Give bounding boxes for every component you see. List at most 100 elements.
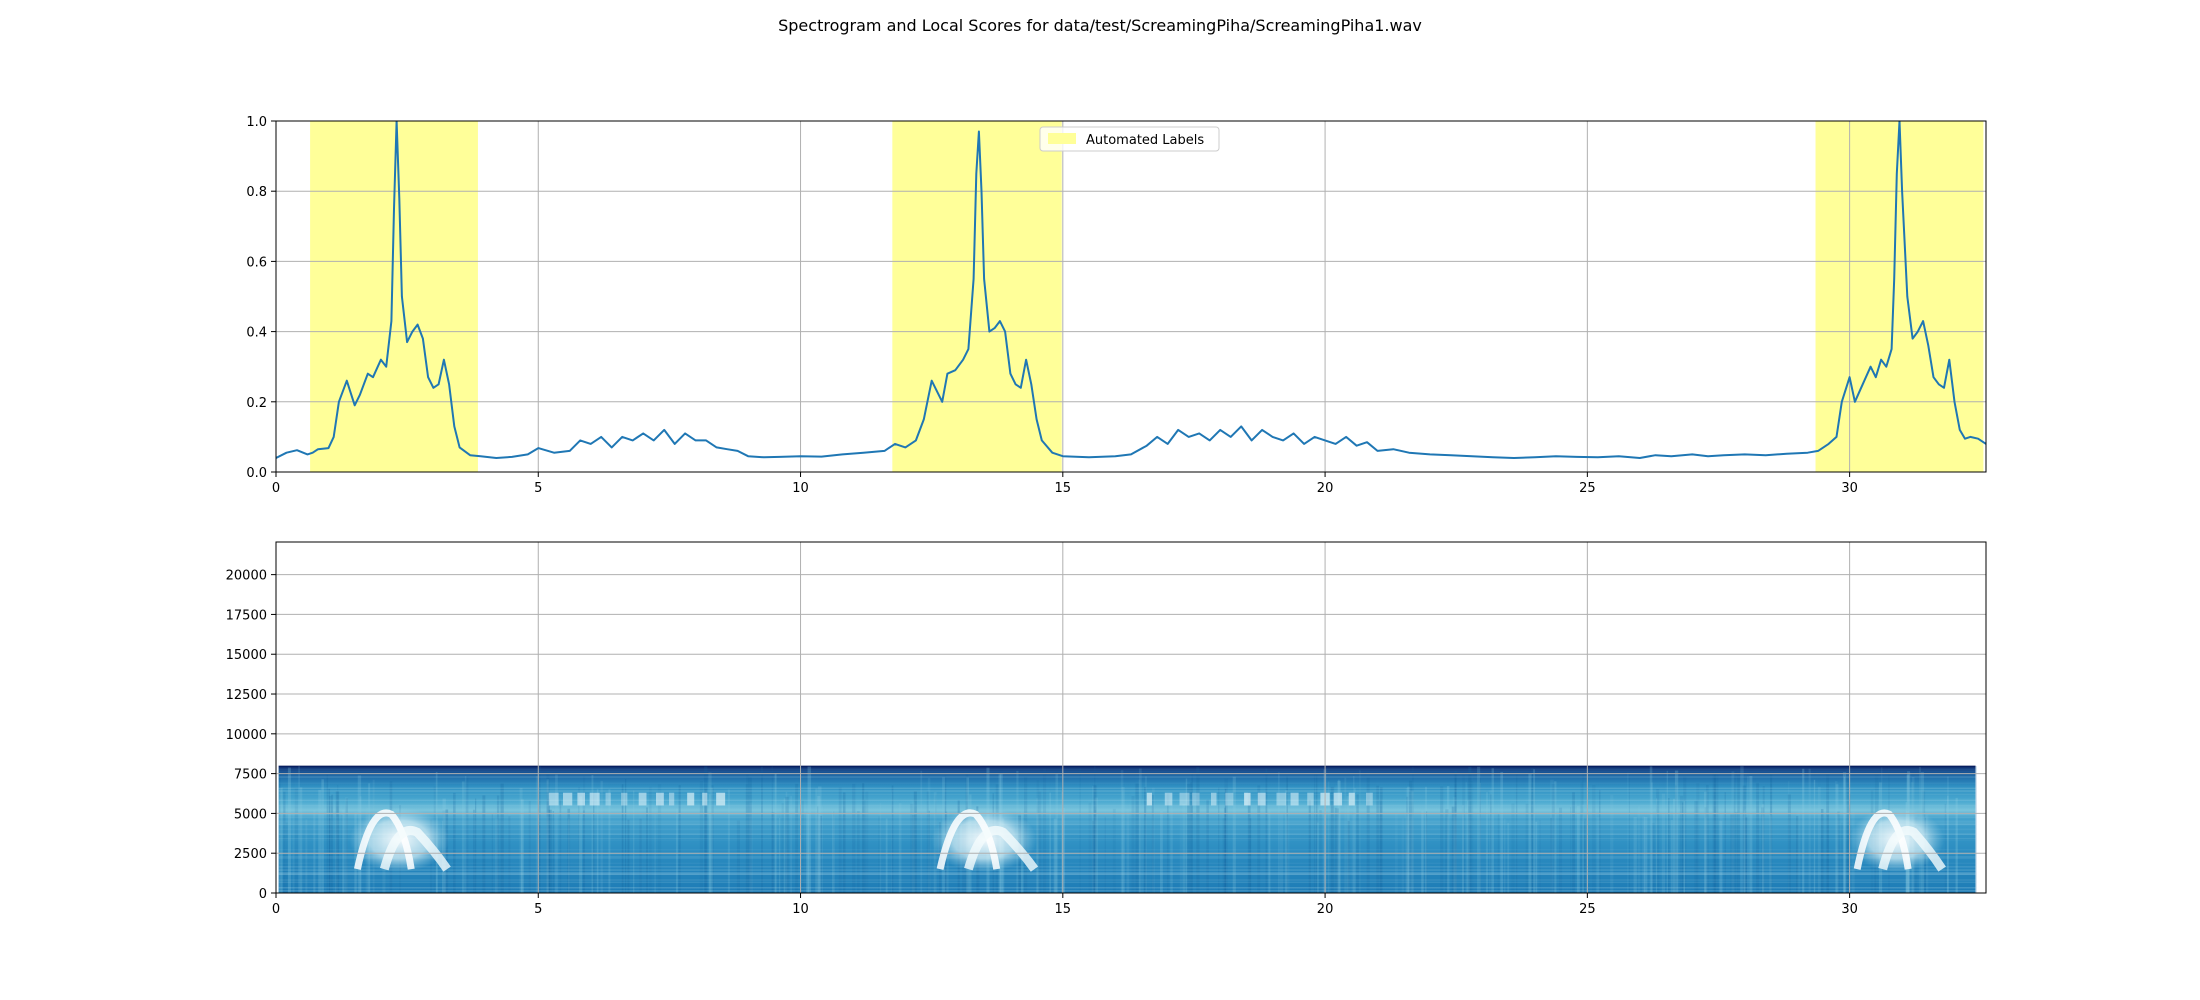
- spectrogram-texture: [1112, 808, 1116, 893]
- spectrogram-texture: [281, 787, 283, 893]
- spectrogram-texture: [1224, 778, 1228, 893]
- spectrogram-texture: [1138, 779, 1141, 893]
- spectrogram-texture: [1559, 807, 1563, 893]
- spectrogram-tone: [1192, 792, 1200, 806]
- spectrogram-texture: [279, 788, 282, 893]
- spectrogram-texture: [1835, 784, 1839, 893]
- spectrogram-texture: [1817, 786, 1821, 893]
- spectrogram-texture: [819, 815, 823, 893]
- spectrogram-tone: [1146, 792, 1152, 806]
- spectrogram-band: [278, 829, 1976, 831]
- spectrogram-texture: [1530, 774, 1533, 893]
- spectrogram-texture: [1265, 768, 1268, 893]
- spectrogram-texture: [1769, 814, 1772, 893]
- spectrogram-y-tick-label: 20000: [226, 569, 267, 584]
- spectrogram-band: [278, 831, 1976, 833]
- spectrogram-texture: [1121, 786, 1125, 893]
- legend: Automated Labels: [1039, 126, 1220, 152]
- spectrogram-texture: [1550, 817, 1552, 893]
- local-scores-frame: [275, 120, 1987, 473]
- spectrogram-texture: [783, 798, 786, 893]
- spectrogram-texture: [1412, 766, 1414, 893]
- spectrogram-texture: [832, 811, 835, 893]
- spectrogram-band: [278, 787, 1976, 789]
- spectrogram-texture: [1762, 786, 1765, 893]
- spectrogram-texture: [461, 781, 465, 893]
- spectrogram-tone: [1164, 792, 1173, 806]
- spectrogram-texture: [761, 766, 763, 893]
- spectrogram-band: [278, 880, 1976, 882]
- spectrogram-texture: [1539, 819, 1541, 893]
- spectrogram-x-tick-label: 25: [1579, 902, 1596, 917]
- spectrogram-texture: [913, 791, 917, 893]
- spectrogram-texture: [1666, 770, 1668, 893]
- spectrogram-texture: [736, 820, 740, 893]
- spectrogram-tone: [638, 792, 647, 806]
- spectrogram-call: [931, 807, 1039, 873]
- spectrogram-texture: [1330, 786, 1334, 893]
- spectrogram-texture: [1477, 766, 1481, 893]
- spectrogram-texture: [1316, 772, 1318, 893]
- spectrogram-texture: [1278, 772, 1280, 893]
- spectrogram-x-tick-label: 15: [1055, 902, 1072, 917]
- spectrogram-texture: [1490, 794, 1492, 893]
- spectrogram-texture: [711, 785, 714, 893]
- figure-title: Spectrogram and Local Scores for data/te…: [778, 16, 1422, 35]
- spectrogram-texture: [815, 788, 818, 893]
- spectrogram-texture: [299, 787, 303, 893]
- spectrogram-texture: [1376, 785, 1379, 893]
- spectrogram-band: [278, 816, 1976, 818]
- spectrogram-texture: [1356, 794, 1359, 893]
- spectrogram-texture: [1286, 776, 1288, 893]
- spectrogram-texture: [781, 803, 784, 893]
- spectrogram-texture: [1334, 807, 1337, 893]
- spectrogram-y-tick-label: 0: [259, 887, 267, 902]
- spectrogram-texture: [465, 776, 469, 893]
- spectrogram-texture: [1742, 785, 1747, 893]
- spectrogram-texture: [1094, 797, 1098, 893]
- spectrogram-texture: [1737, 774, 1740, 893]
- spectrogram-texture: [1189, 782, 1193, 893]
- spectrogram-band: [278, 890, 1976, 892]
- spectrogram-texture: [1531, 768, 1535, 893]
- spectrogram-tone: [1333, 792, 1343, 806]
- spectrogram-texture: [1206, 799, 1209, 893]
- spectrogram-texture: [1715, 771, 1719, 893]
- local-score-series: [276, 121, 1986, 459]
- spectrogram-texture: [326, 774, 328, 893]
- spectrogram-texture: [1104, 816, 1107, 893]
- spectrogram-texture: [1454, 771, 1456, 893]
- spectrogram-texture: [528, 800, 531, 893]
- spectrogram-texture: [1218, 787, 1220, 893]
- spectrogram-texture: [1489, 790, 1492, 893]
- spectrogram-tone: [1366, 792, 1373, 806]
- spectrogram-texture: [1761, 807, 1764, 893]
- spectrogram-texture: [842, 792, 846, 893]
- spectrogram-texture: [1344, 777, 1347, 893]
- spectrogram-texture: [578, 787, 581, 893]
- spectrogram-texture: [1196, 767, 1200, 893]
- spectrogram-texture: [1426, 811, 1428, 893]
- spectrogram-texture: [578, 796, 583, 893]
- spectrogram-texture: [345, 797, 348, 893]
- spectrogram-texture: [1336, 808, 1339, 893]
- spectrogram-band: [278, 823, 1976, 825]
- spectrogram-texture: [278, 770, 281, 893]
- spectrogram-texture: [1225, 788, 1227, 893]
- spectrogram-texture: [1651, 782, 1653, 893]
- spectrogram-band: [278, 856, 1976, 858]
- spectrogram-texture: [1599, 789, 1601, 893]
- spectrogram-texture: [898, 803, 902, 893]
- spectrogram-texture: [1359, 770, 1361, 893]
- spectrogram-texture: [704, 766, 708, 893]
- spectrogram-texture: [1740, 766, 1744, 893]
- spectrogram-texture: [625, 779, 627, 893]
- spectrogram-tone: [1348, 792, 1355, 806]
- spectrogram-texture: [1092, 820, 1095, 893]
- local-scores-x-tick-label: 5: [534, 481, 542, 496]
- spectrogram-texture: [1043, 768, 1047, 893]
- spectrogram-texture: [1120, 770, 1124, 893]
- call-arc: [1878, 826, 1946, 872]
- spectrogram-texture: [1285, 790, 1288, 893]
- spectrogram-texture: [1061, 791, 1064, 893]
